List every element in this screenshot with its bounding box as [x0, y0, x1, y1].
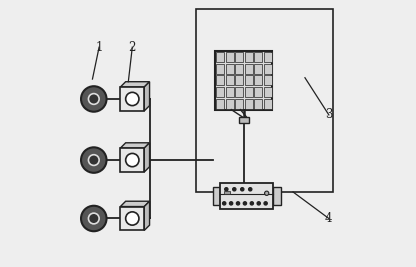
Bar	[254, 52, 262, 62]
Bar	[216, 52, 224, 62]
Circle shape	[89, 94, 99, 104]
Circle shape	[257, 202, 260, 205]
Bar	[264, 87, 272, 97]
Bar	[264, 52, 272, 62]
Polygon shape	[120, 201, 150, 207]
Bar	[238, 117, 249, 123]
Circle shape	[250, 202, 253, 205]
Circle shape	[223, 202, 226, 205]
Bar	[216, 99, 224, 109]
Circle shape	[89, 213, 99, 224]
Polygon shape	[144, 82, 150, 111]
Bar	[216, 64, 224, 74]
Bar	[235, 99, 243, 109]
Bar	[254, 99, 262, 109]
Bar	[235, 75, 243, 85]
Bar	[245, 75, 253, 85]
Bar	[235, 52, 243, 62]
Bar	[120, 207, 144, 230]
Bar	[264, 99, 272, 109]
Bar	[264, 75, 272, 85]
Bar	[245, 52, 253, 62]
Text: 3: 3	[325, 108, 333, 121]
Bar	[225, 75, 233, 85]
Bar	[273, 187, 280, 205]
Circle shape	[126, 212, 139, 225]
Bar	[225, 99, 233, 109]
Bar	[235, 64, 243, 74]
Circle shape	[233, 188, 236, 191]
Circle shape	[265, 191, 269, 195]
Bar	[245, 87, 253, 97]
Bar	[120, 87, 144, 111]
Text: 1: 1	[95, 41, 103, 54]
Bar	[235, 87, 243, 97]
Bar	[254, 87, 262, 97]
Circle shape	[230, 202, 233, 205]
Bar	[254, 75, 262, 85]
Bar	[224, 191, 230, 194]
Bar	[245, 64, 253, 74]
Polygon shape	[144, 201, 150, 230]
Circle shape	[243, 202, 247, 205]
Bar	[225, 87, 233, 97]
Circle shape	[81, 147, 106, 173]
Bar	[254, 64, 262, 74]
Circle shape	[81, 86, 106, 112]
Circle shape	[81, 206, 106, 231]
Bar	[213, 187, 220, 205]
Bar	[245, 99, 253, 109]
Text: 2: 2	[129, 41, 136, 54]
Polygon shape	[120, 143, 150, 148]
Circle shape	[264, 202, 267, 205]
Bar	[225, 64, 233, 74]
Bar	[216, 87, 224, 97]
Bar	[225, 52, 233, 62]
Circle shape	[236, 202, 240, 205]
Circle shape	[89, 155, 99, 166]
Circle shape	[126, 92, 139, 106]
Circle shape	[225, 188, 228, 191]
Circle shape	[241, 188, 244, 191]
Polygon shape	[120, 82, 150, 87]
Text: 4: 4	[325, 212, 333, 225]
Bar	[220, 183, 273, 209]
Bar	[215, 51, 272, 109]
Circle shape	[126, 154, 139, 167]
Bar	[216, 75, 224, 85]
Bar	[264, 64, 272, 74]
Circle shape	[249, 188, 252, 191]
Bar	[120, 148, 144, 172]
Bar	[196, 9, 333, 192]
Polygon shape	[144, 143, 150, 172]
